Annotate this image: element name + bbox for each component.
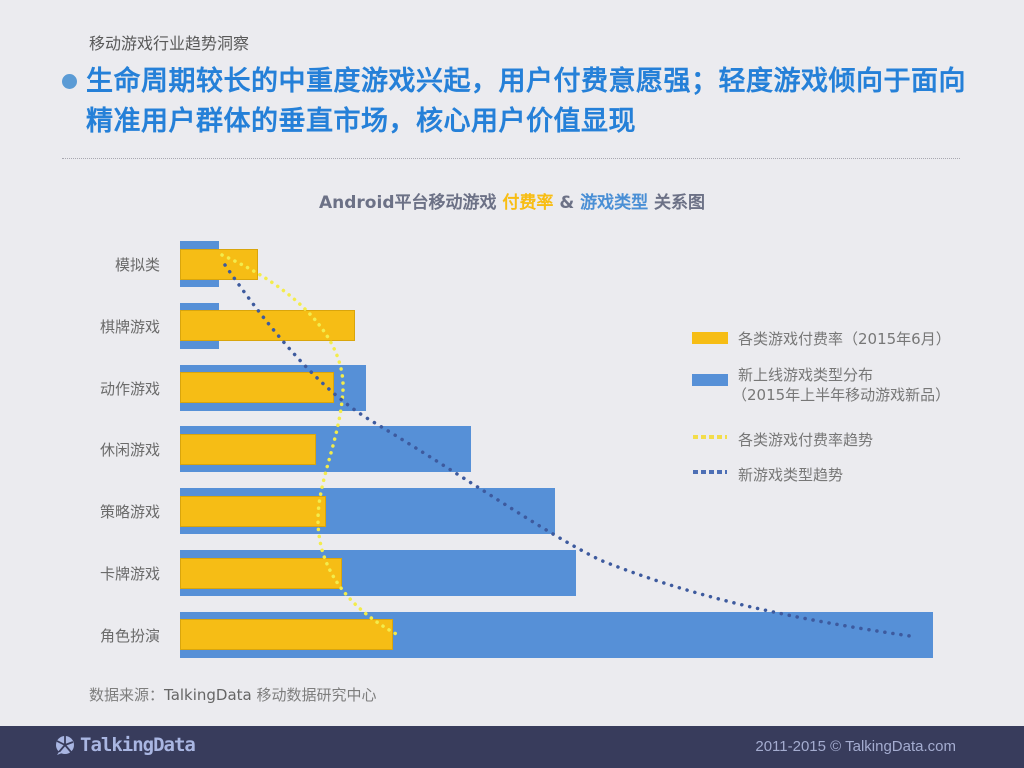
data-source: 数据来源：TalkingData 移动数据研究中心 — [89, 684, 377, 705]
headline: 生命周期较长的中重度游戏兴起，用户付费意愿强；轻度游戏倾向于面向精准用户群体的垂… — [60, 62, 980, 142]
chart-title-platform: Android平台移动游戏 — [319, 193, 503, 213]
category-label: 动作游戏 — [99, 379, 160, 398]
legend-swatch-yellow — [692, 332, 728, 344]
source-prefix: 数据来源： — [89, 686, 165, 704]
source-brand: TalkingData — [164, 686, 252, 704]
section-subtitle: 移动游戏行业趋势洞察 — [89, 34, 250, 53]
category-label: 角色扮演 — [99, 626, 160, 645]
chart-title: Android平台移动游戏 付费率 & 游戏类型 关系图 — [0, 188, 1024, 213]
chart-title-amp: & — [553, 193, 581, 213]
talkingdata-logo: TalkingData — [54, 734, 196, 756]
legend-label: 各类游戏付费率（2015年6月） — [738, 330, 951, 348]
logo-text: TalkingData — [80, 734, 196, 756]
chart-title-gametype: 游戏类型 — [580, 193, 649, 213]
headline-text: 生命周期较长的中重度游戏兴起，用户付费意愿强；轻度游戏倾向于面向精准用户群体的垂… — [86, 66, 966, 137]
talkingdata-logo-icon — [56, 736, 74, 755]
copyright: 2011-2015 © TalkingData.com — [755, 738, 956, 755]
bar-payrate — [180, 372, 334, 404]
source-suffix: 移动数据研究中心 — [251, 686, 377, 704]
category-label: 策略游戏 — [99, 503, 160, 522]
category-label: 休闲游戏 — [99, 441, 160, 460]
legend-label: 各类游戏付费率趋势 — [738, 431, 874, 449]
blue-dotted-line-icon — [693, 470, 727, 474]
bar-payrate — [180, 248, 258, 280]
bar-payrate — [180, 557, 342, 589]
category-label: 模拟类 — [114, 256, 160, 274]
bar-payrate — [180, 619, 393, 651]
legend-label: 新游戏类型趋势 — [738, 466, 844, 484]
bullet-icon — [62, 74, 77, 89]
gametype-trend-line — [223, 263, 912, 638]
legend-label: 新上线游戏类型分布 — [738, 366, 874, 384]
bar-payrate — [180, 433, 316, 465]
legend-swatch-blue — [692, 374, 728, 386]
bar-payrate — [180, 495, 326, 527]
category-label: 棋牌游戏 — [99, 317, 160, 336]
category-label: 卡牌游戏 — [99, 565, 160, 583]
chart-title-suffix: 关系图 — [648, 193, 705, 213]
divider — [62, 158, 960, 159]
payrate-trend-line — [220, 253, 402, 638]
yellow-dotted-line-icon — [693, 435, 727, 439]
chart-title-payrate: 付费率 — [502, 193, 554, 213]
legend-label-sub: （2015年上半年移动游戏新品） — [732, 386, 951, 404]
footer: TalkingData 2011-2015 © TalkingData.com — [0, 726, 1024, 768]
